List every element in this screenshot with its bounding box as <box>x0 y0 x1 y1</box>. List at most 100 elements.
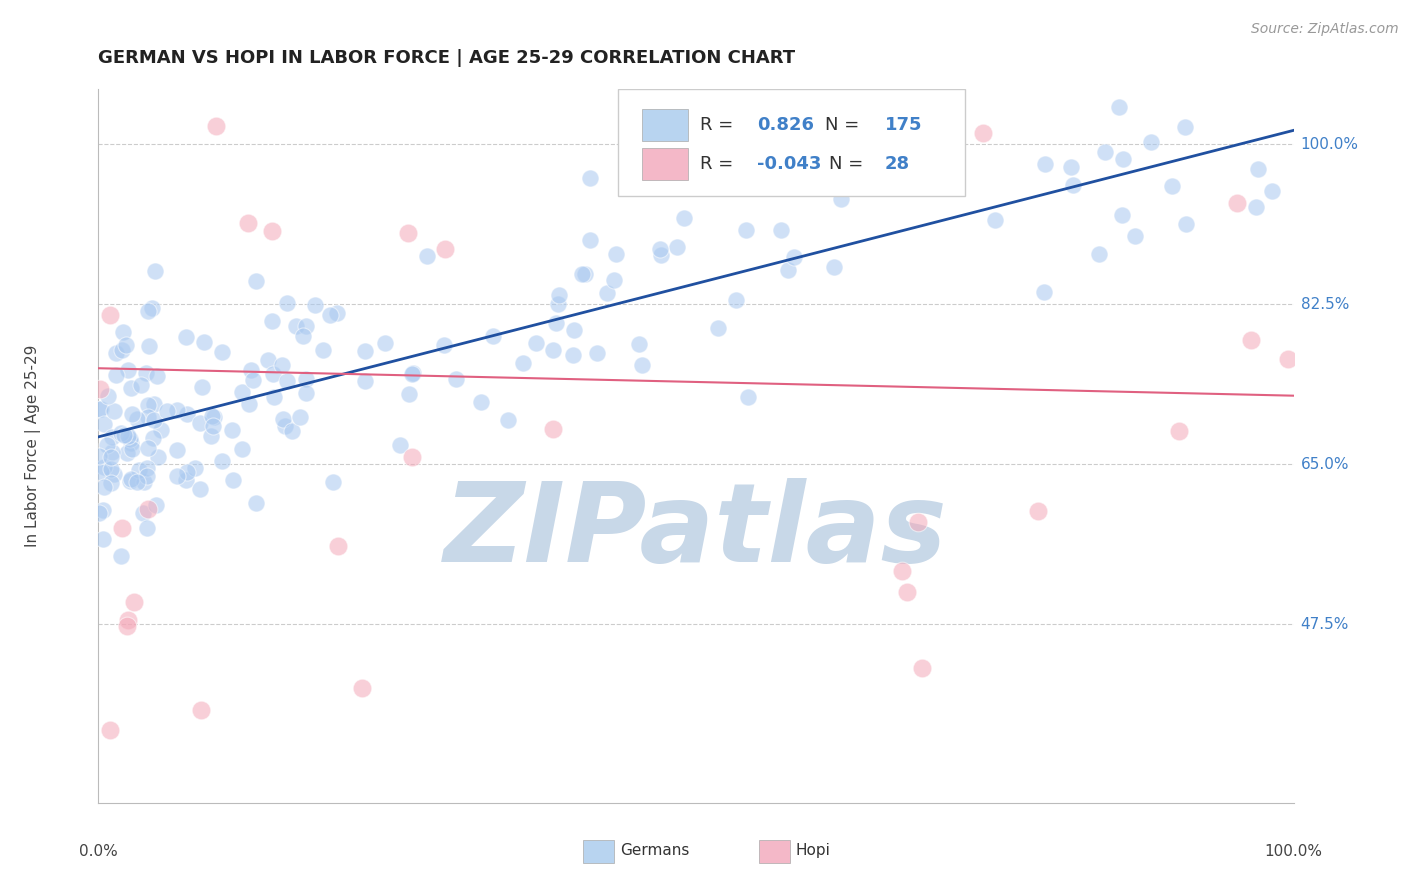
Point <box>605 247 627 261</box>
Point <box>571 267 593 281</box>
Point <box>1247 161 1270 176</box>
Point <box>257 352 280 367</box>
Point <box>156 403 179 417</box>
Point <box>1174 217 1197 231</box>
Point <box>104 346 127 360</box>
Point <box>136 441 159 455</box>
Text: R =: R = <box>700 155 738 173</box>
Point <box>100 462 122 476</box>
Point <box>100 476 122 491</box>
Point <box>191 380 214 394</box>
Point <box>263 390 285 404</box>
Point <box>262 314 284 328</box>
Point <box>1111 209 1133 223</box>
Point <box>541 422 564 436</box>
Point <box>578 233 600 247</box>
Point <box>574 267 596 281</box>
Point <box>896 585 918 599</box>
Point <box>564 323 586 337</box>
Point <box>103 467 125 482</box>
Point <box>112 428 135 442</box>
Point <box>354 344 377 359</box>
Point <box>876 159 898 173</box>
Point <box>100 450 122 464</box>
Point <box>118 433 141 447</box>
Point <box>117 619 139 633</box>
Point <box>734 223 756 237</box>
Point <box>1123 228 1146 243</box>
Point <box>470 395 492 409</box>
Point <box>96 438 118 452</box>
Point <box>350 681 373 696</box>
Point <box>93 480 115 494</box>
Point <box>138 303 160 318</box>
Point <box>401 367 423 381</box>
Text: Hopi: Hopi <box>796 844 831 858</box>
Point <box>271 412 294 426</box>
Text: 28: 28 <box>884 155 910 173</box>
Point <box>142 397 165 411</box>
Point <box>115 338 138 352</box>
Point <box>236 216 259 230</box>
Point <box>105 368 128 382</box>
Point <box>93 417 115 432</box>
Point <box>416 249 439 263</box>
Point <box>136 502 159 516</box>
Point <box>111 325 134 339</box>
Point <box>111 521 134 535</box>
Text: N =: N = <box>825 116 865 134</box>
Point <box>396 227 419 241</box>
Point <box>239 363 262 377</box>
Point <box>312 343 335 358</box>
Point <box>120 435 142 450</box>
Text: 0.0%: 0.0% <box>79 845 118 859</box>
Point <box>271 358 294 372</box>
Point <box>1260 184 1282 198</box>
Text: Germans: Germans <box>620 844 689 858</box>
Point <box>135 520 157 534</box>
Point <box>134 475 156 489</box>
Point <box>1244 200 1267 214</box>
Point <box>166 402 188 417</box>
Point <box>117 362 139 376</box>
Point <box>90 465 112 479</box>
Point <box>707 320 730 334</box>
Point <box>115 446 138 460</box>
Point <box>1062 178 1084 192</box>
Point <box>482 328 505 343</box>
Point <box>136 410 159 425</box>
Point <box>98 723 122 737</box>
Point <box>136 469 159 483</box>
Point <box>630 358 652 372</box>
Text: -0.043: -0.043 <box>756 155 821 173</box>
Point <box>1277 352 1299 367</box>
Point <box>202 410 225 425</box>
Point <box>319 308 342 322</box>
Point <box>242 373 264 387</box>
Point <box>650 248 672 262</box>
Point <box>433 338 456 352</box>
Point <box>135 366 157 380</box>
Point <box>1060 161 1083 175</box>
Point <box>295 386 318 401</box>
Point <box>328 539 350 553</box>
Point <box>1033 285 1056 299</box>
Point <box>1108 101 1130 115</box>
Point <box>98 308 121 322</box>
Point <box>627 337 650 351</box>
Point <box>541 343 564 357</box>
Point <box>446 372 468 386</box>
Point <box>89 402 111 417</box>
Point <box>118 474 141 488</box>
Point <box>911 661 934 675</box>
Point <box>1112 153 1135 167</box>
Point <box>650 242 672 256</box>
Point <box>124 594 146 608</box>
Point <box>93 459 115 474</box>
Point <box>304 297 326 311</box>
Point <box>288 409 311 424</box>
Point <box>1160 179 1182 194</box>
Text: 82.5%: 82.5% <box>1301 297 1348 311</box>
Point <box>1139 135 1161 149</box>
FancyBboxPatch shape <box>643 148 688 180</box>
